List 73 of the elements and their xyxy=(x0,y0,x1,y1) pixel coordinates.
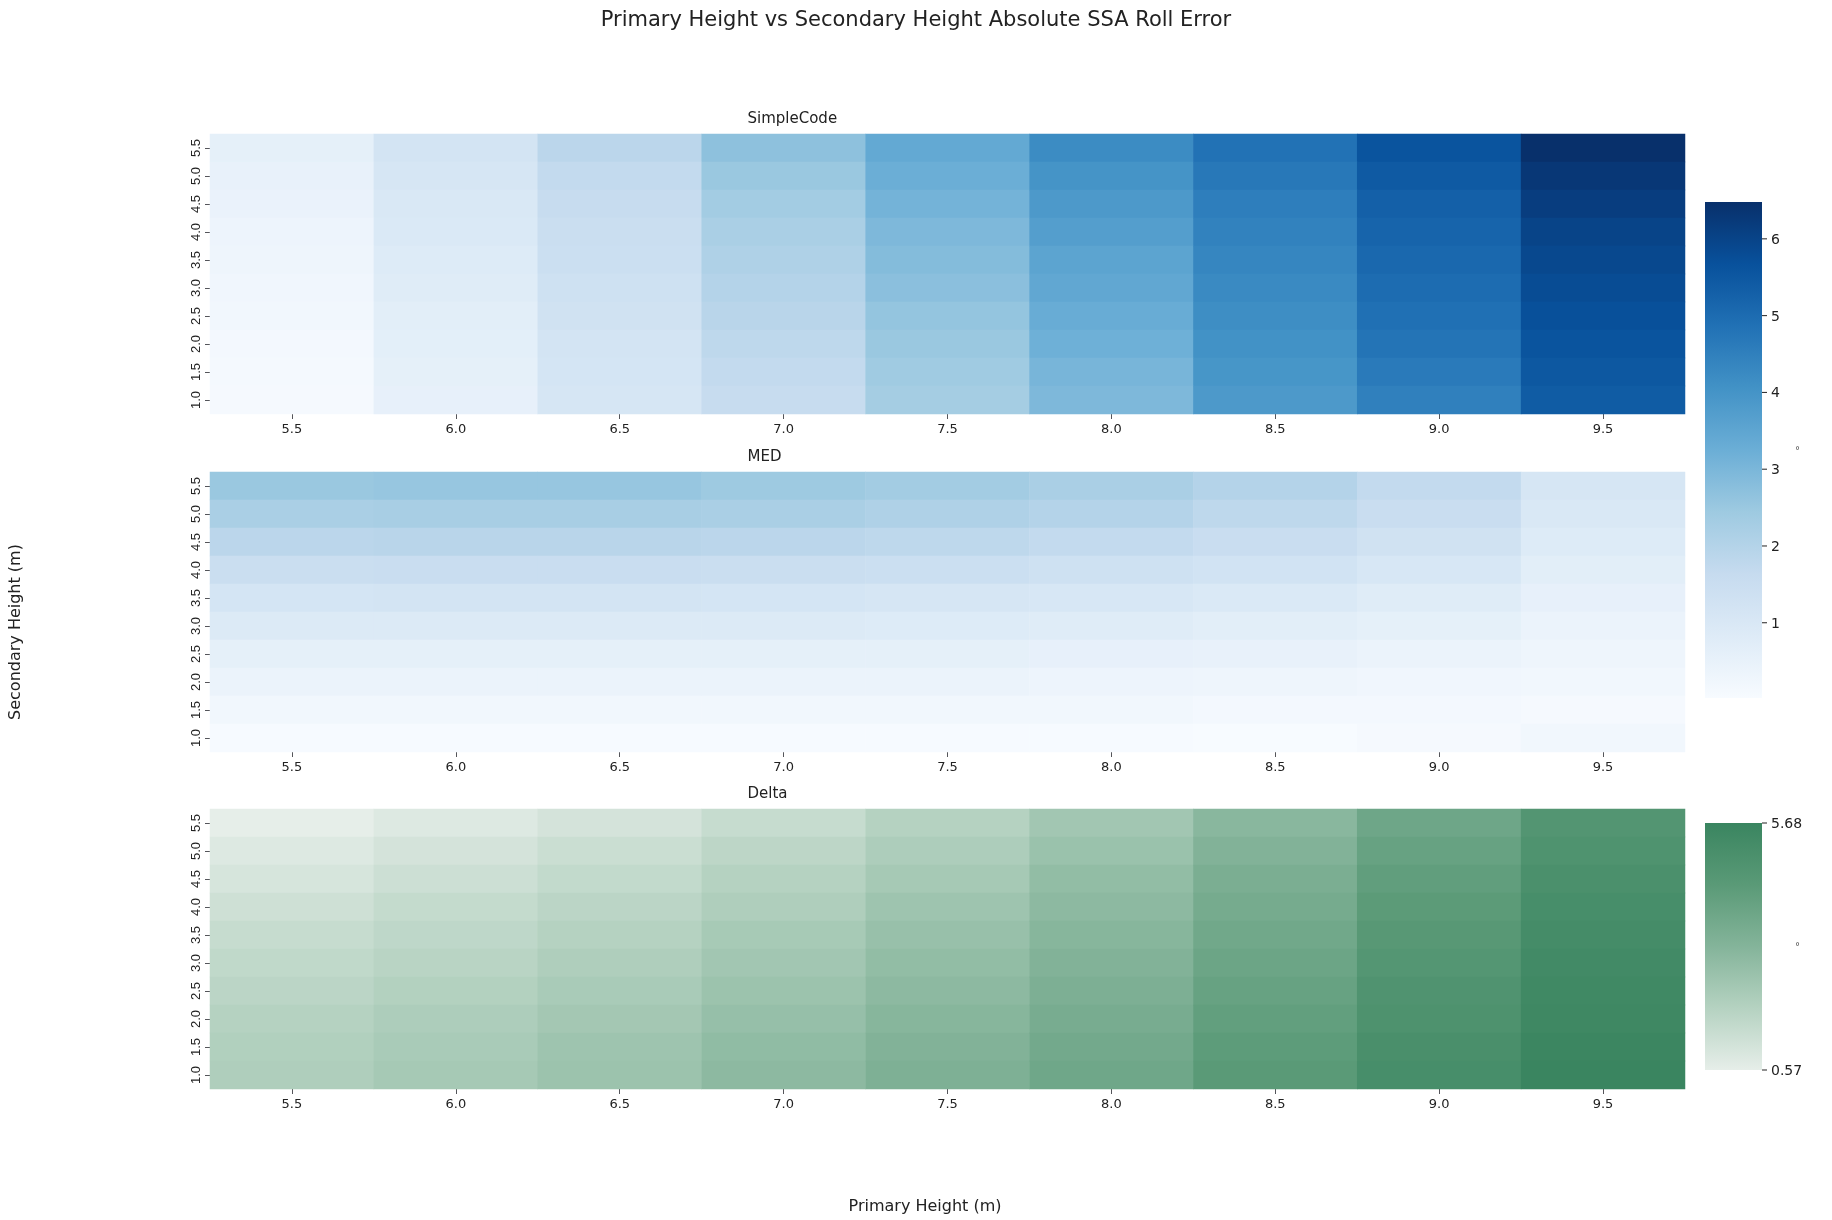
color-bar-label: 0.57 xyxy=(1771,1062,1803,1078)
y-tick-label: 1.5 xyxy=(188,1037,203,1057)
y-tick-label: 2.0 xyxy=(188,672,203,692)
y-tick-label: 4.0 xyxy=(188,560,203,580)
chart-title: SimpleCode xyxy=(747,108,838,127)
y-tick-label: 5.0 xyxy=(188,504,203,524)
y-tick-label: 3.5 xyxy=(188,250,203,270)
y-tick-label: 1.5 xyxy=(188,362,203,382)
y-tick-label: 2.0 xyxy=(188,334,203,354)
color-bar-title: ° xyxy=(1795,444,1800,456)
x-tick-label: 8.0 xyxy=(1101,759,1122,774)
x-tick-label: 9.5 xyxy=(1592,759,1614,774)
y-tick-label: 5.0 xyxy=(188,841,203,861)
color-bar-label: 1 xyxy=(1771,614,1780,631)
x-tick-label: 9.0 xyxy=(1428,421,1450,436)
x-tick-label: 7.5 xyxy=(937,759,958,774)
x-tick-label: 6.0 xyxy=(445,1096,467,1111)
x-tick-label: 8.0 xyxy=(1101,1096,1122,1111)
chart-title: MED xyxy=(747,446,782,465)
y-tick-label: 4.0 xyxy=(188,222,203,242)
y-tick-label: 3.0 xyxy=(188,953,203,973)
x-tick-label: 9.0 xyxy=(1428,1096,1450,1111)
color-bar-title: ° xyxy=(1795,941,1800,952)
y-tick-label: 1.0 xyxy=(188,1065,203,1085)
x-tick-label: 5.5 xyxy=(281,759,303,774)
chart-title: Delta xyxy=(747,783,788,802)
y-axis-title: Secondary Height (m) xyxy=(4,544,24,720)
x-tick-label: 7.0 xyxy=(773,1096,794,1111)
x-tick-label: 7.5 xyxy=(937,421,958,436)
x-tick-label: 7.0 xyxy=(773,421,794,436)
y-tick-label: 3.0 xyxy=(188,278,203,298)
x-tick-label: 9.5 xyxy=(1592,1096,1614,1111)
y-tick-label: 3.0 xyxy=(188,616,203,636)
x-tick-label: 8.5 xyxy=(1264,759,1286,774)
y-tick-label: 5.5 xyxy=(188,476,203,496)
color-bar-label: 2 xyxy=(1771,537,1780,554)
y-tick-label: 2.5 xyxy=(188,981,203,1001)
x-tick-label: 8.5 xyxy=(1264,421,1286,436)
color-bar-label: 5 xyxy=(1771,307,1780,324)
y-tick-label: 5.5 xyxy=(188,138,203,158)
x-axis-title: Primary Height (m) xyxy=(848,1195,1002,1215)
color-bar-label: 6 xyxy=(1771,230,1780,247)
x-tick-label: 6.0 xyxy=(445,759,467,774)
y-tick-label: 2.5 xyxy=(188,306,203,326)
color-bar-label: 5.68 xyxy=(1771,815,1803,831)
y-tick-label: 5.0 xyxy=(188,166,203,186)
y-tick-label: 2.5 xyxy=(188,644,203,664)
y-tick-label: 4.5 xyxy=(188,194,203,214)
x-tick-label: 7.0 xyxy=(773,759,794,774)
y-tick-label: 4.5 xyxy=(188,532,203,552)
x-tick-label: 9.0 xyxy=(1428,759,1450,774)
y-tick-label: 4.5 xyxy=(188,869,203,889)
x-tick-label: 8.0 xyxy=(1101,421,1122,436)
y-tick-label: 4.0 xyxy=(188,897,203,917)
color-bar-label: 3 xyxy=(1771,461,1780,478)
x-tick-label: 5.5 xyxy=(281,1096,303,1111)
text: Primary Height vs Secondary Height Absolute SSA Roll Error xyxy=(600,6,1232,31)
y-tick-label: 3.5 xyxy=(188,925,203,945)
x-tick-label: 7.5 xyxy=(937,1096,958,1111)
x-tick-label: 5.5 xyxy=(281,421,303,436)
color-bar-label: 4 xyxy=(1771,384,1780,401)
x-tick-label: 8.5 xyxy=(1264,1096,1286,1111)
x-tick-label: 6.0 xyxy=(445,421,467,436)
y-tick-label: 1.0 xyxy=(188,728,203,748)
x-tick-label: 9.5 xyxy=(1592,421,1614,436)
y-tick-label: 3.5 xyxy=(188,588,203,608)
x-tick-label: 6.5 xyxy=(609,1096,631,1111)
x-tick-label: 6.5 xyxy=(609,421,631,436)
x-tick-label: 6.5 xyxy=(609,759,631,774)
y-tick-label: 1.0 xyxy=(188,390,203,410)
y-tick-label: 1.5 xyxy=(188,700,203,720)
y-tick-label: 5.5 xyxy=(188,813,203,833)
y-tick-label: 2.0 xyxy=(188,1009,203,1029)
